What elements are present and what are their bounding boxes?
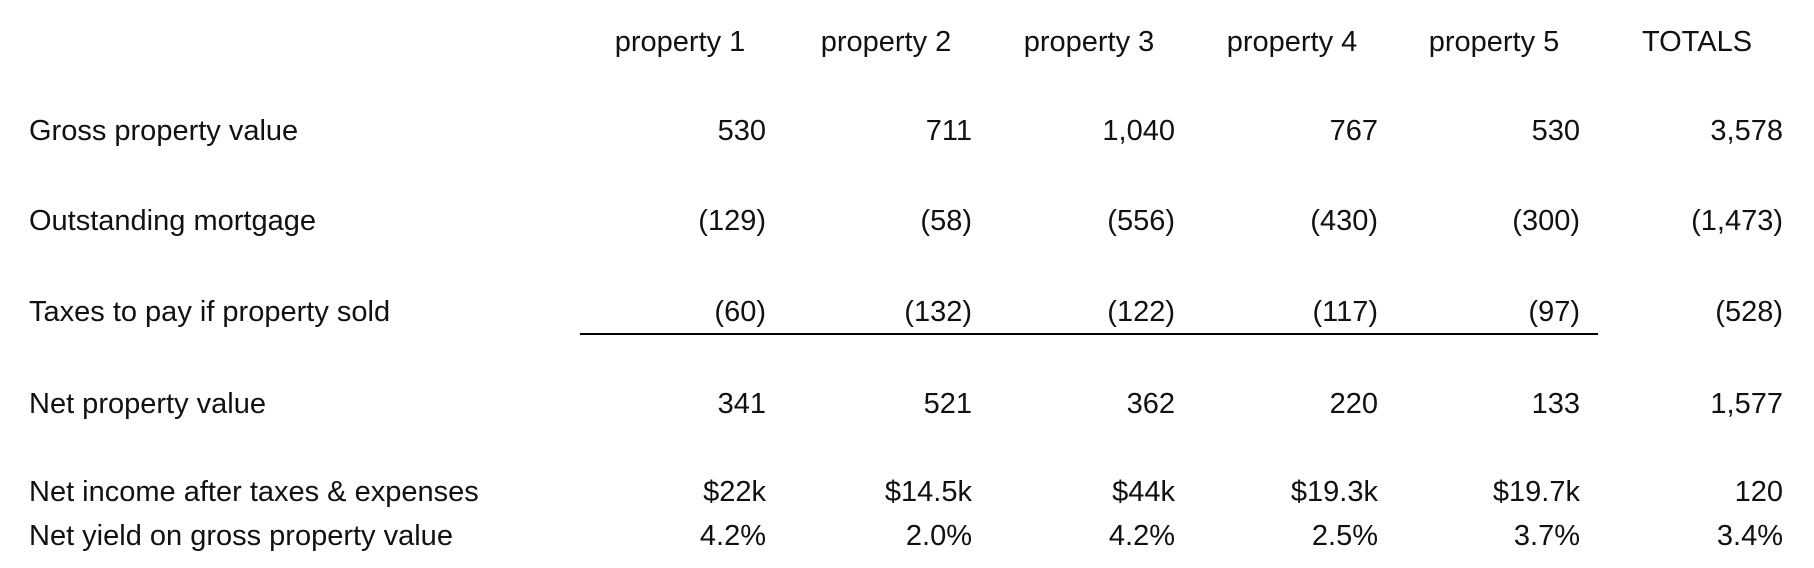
cell: 220: [1329, 388, 1378, 420]
cell: $22k: [703, 476, 766, 508]
cell: (97): [1528, 296, 1580, 328]
cell: (132): [904, 296, 972, 328]
cell: $14.5k: [884, 476, 972, 508]
sum-rule: [580, 333, 1598, 335]
cell: 3,578: [1710, 115, 1783, 147]
cell: (300): [1512, 205, 1580, 237]
cell: 3.4%: [1716, 520, 1783, 552]
cell: 120: [1734, 476, 1783, 508]
column-header: property 3: [1023, 26, 1155, 58]
cell: 521: [923, 388, 972, 420]
cell: (58): [920, 205, 972, 237]
cell: (129): [698, 205, 766, 237]
cell: 2.5%: [1311, 520, 1378, 552]
cell: 1,577: [1710, 388, 1783, 420]
cell: 341: [717, 388, 766, 420]
cell: (117): [1312, 296, 1378, 328]
cell: $19.3k: [1290, 476, 1378, 508]
cell: 530: [1531, 115, 1580, 147]
cell: 711: [925, 115, 972, 147]
column-header: TOTALS: [1641, 26, 1753, 58]
cell: (430): [1310, 205, 1378, 237]
row-label: Net yield on gross property value: [29, 520, 453, 552]
column-header: property 4: [1226, 26, 1358, 58]
cell: 4.2%: [699, 520, 766, 552]
cell: 767: [1329, 115, 1378, 147]
cell: (528): [1715, 296, 1783, 328]
cell: $19.7k: [1492, 476, 1580, 508]
cell: 4.2%: [1108, 520, 1175, 552]
cell: 133: [1531, 388, 1580, 420]
column-header: property 1: [614, 26, 746, 58]
cell: 362: [1126, 388, 1175, 420]
cell: (1,473): [1691, 205, 1783, 237]
cell: 1,040: [1102, 115, 1175, 147]
row-label: Net property value: [29, 388, 266, 420]
cell: 530: [717, 115, 766, 147]
cell: 3.7%: [1513, 520, 1580, 552]
cell: $44k: [1112, 476, 1175, 508]
column-header: property 2: [820, 26, 952, 58]
cell: 2.0%: [905, 520, 972, 552]
row-label: Net income after taxes & expenses: [29, 476, 479, 508]
row-label: Taxes to pay if property sold: [29, 296, 391, 328]
row-label: Gross property value: [29, 115, 299, 147]
column-header: property 5: [1428, 26, 1560, 58]
cell: (556): [1107, 205, 1175, 237]
cell: (60): [714, 296, 766, 328]
cell: (122): [1107, 296, 1175, 328]
row-label: Outstanding mortgage: [29, 205, 316, 237]
